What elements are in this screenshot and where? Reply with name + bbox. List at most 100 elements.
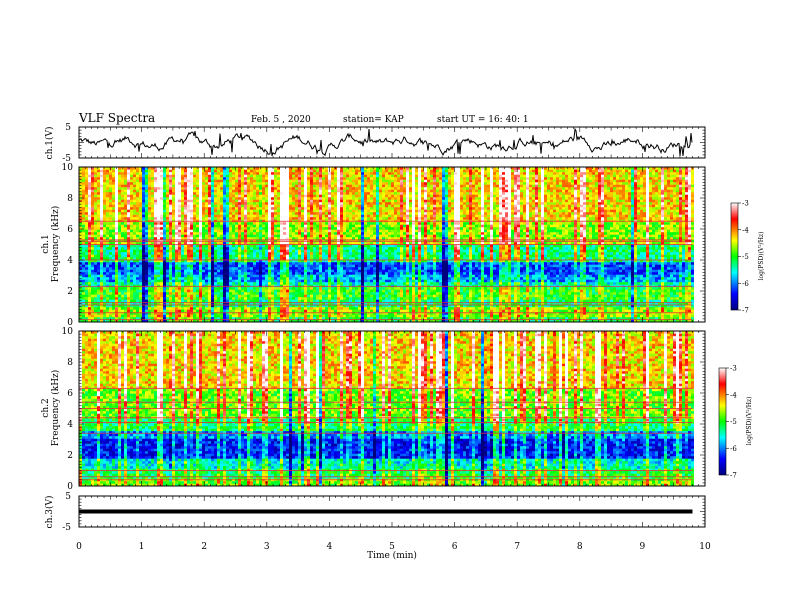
spectrogram-cell <box>169 295 172 298</box>
spectrogram-cell <box>160 170 163 173</box>
spectrogram-cell <box>142 307 145 310</box>
spectrogram-cell <box>88 270 91 273</box>
spectrogram-cell <box>85 265 88 268</box>
spectrogram-cell <box>118 192 121 195</box>
spectrogram-cell <box>181 315 184 318</box>
spectrogram-cell <box>157 222 160 225</box>
spectrogram-cell <box>142 290 145 293</box>
spectrogram-cell <box>163 205 166 208</box>
spectrogram-cell <box>172 277 175 280</box>
spectrogram-cell <box>175 187 178 190</box>
spectrogram-cell <box>181 252 184 255</box>
spectrogram-cell <box>160 227 163 230</box>
spectrogram-cell <box>154 275 157 278</box>
spectrogram-cell <box>97 292 100 295</box>
spectrogram-cell <box>103 310 106 313</box>
spectrogram-cell <box>151 225 154 228</box>
spectrogram-cell <box>109 315 112 318</box>
spectrogram-cell <box>142 202 145 205</box>
spectrogram-cell <box>100 212 103 215</box>
spectrogram-cell <box>88 190 91 193</box>
spectrogram-cell <box>94 200 97 203</box>
spectrogram-cell <box>82 200 85 203</box>
spectrogram-cell <box>133 265 136 268</box>
spectrogram-cell <box>88 172 91 175</box>
spectrogram-cell <box>181 290 184 293</box>
spectrogram-cell <box>94 185 97 188</box>
spectrogram-cell <box>97 172 100 175</box>
spectrogram-cell <box>121 235 124 238</box>
spectrogram-cell <box>175 200 178 203</box>
spectrogram-cell <box>127 255 130 258</box>
spectrogram-cell <box>172 252 175 255</box>
spectrogram-cell <box>169 262 172 265</box>
spectrogram-cell <box>139 257 142 260</box>
spectrogram-cell <box>175 295 178 298</box>
spectrogram-cell <box>109 250 112 253</box>
spectrogram-cell <box>91 300 94 303</box>
spectrogram-cell <box>97 200 100 203</box>
spectrogram-cell <box>106 310 109 313</box>
spectrogram-cell <box>121 300 124 303</box>
spectrogram-cell <box>172 297 175 300</box>
spectrogram-cell <box>160 182 163 185</box>
spectrogram-cell <box>130 192 133 195</box>
spectrogram-cell <box>88 307 91 310</box>
spectrogram-cell <box>178 185 181 188</box>
spectrogram-cell <box>136 197 139 200</box>
spectrogram-cell <box>151 195 154 198</box>
spectrogram-cell <box>160 292 163 295</box>
spectrogram-cell <box>94 270 97 273</box>
spectrogram-cell <box>85 255 88 258</box>
spectrogram-cell <box>136 300 139 303</box>
spectrogram-cell <box>148 310 151 313</box>
spectrogram-cell <box>175 315 178 318</box>
spectrogram-cell <box>130 200 133 203</box>
spectrogram-cell <box>148 250 151 253</box>
spectrogram-cell <box>109 262 112 265</box>
spectrogram-cell <box>154 282 157 285</box>
spectrogram-cell <box>145 197 148 200</box>
spectrogram-cell <box>163 235 166 238</box>
spectrogram-cell <box>97 197 100 200</box>
spectrogram-cell <box>148 282 151 285</box>
spectrogram-cell <box>130 307 133 310</box>
spectrogram-cell <box>151 212 154 215</box>
spectrogram-cell <box>94 230 97 233</box>
spectrogram-cell <box>106 255 109 258</box>
spectrogram-cell <box>106 227 109 230</box>
spectrogram-cell <box>136 207 139 210</box>
spectrogram-cell <box>136 190 139 193</box>
spectrogram-cell <box>124 295 127 298</box>
spectrogram-cell <box>106 257 109 260</box>
spectrogram-cell <box>112 250 115 253</box>
spectrogram-cell <box>154 185 157 188</box>
spectrogram-cell <box>112 290 115 293</box>
spectrogram-cell <box>127 237 130 240</box>
spectrogram-cell <box>157 267 160 270</box>
spectrogram-cell <box>157 270 160 273</box>
spectrogram-cell <box>160 200 163 203</box>
spectrogram-cell <box>154 187 157 190</box>
spectrogram-cell <box>130 202 133 205</box>
spectrogram-cell <box>124 180 127 183</box>
spectrogram-cell <box>175 172 178 175</box>
spectrogram-cell <box>151 192 154 195</box>
spectrogram-cell <box>109 217 112 220</box>
spectrogram-cell <box>115 262 118 265</box>
spectrogram-cell <box>148 292 151 295</box>
spectrogram-cell <box>142 287 145 290</box>
spectrogram-cell <box>97 265 100 268</box>
spectrogram-cell <box>103 232 106 235</box>
spectrogram-cell <box>112 200 115 203</box>
spectrogram-cell <box>154 292 157 295</box>
spectrogram-cell <box>82 300 85 303</box>
spectrogram-cell <box>127 277 130 280</box>
spectrogram-cell <box>166 310 169 313</box>
spectrogram-cell <box>103 292 106 295</box>
spectrogram-cell <box>151 202 154 205</box>
spectrogram-cell <box>139 295 142 298</box>
spectrogram-cell <box>151 270 154 273</box>
spectrogram-cell <box>130 187 133 190</box>
spectrogram-cell <box>118 255 121 258</box>
